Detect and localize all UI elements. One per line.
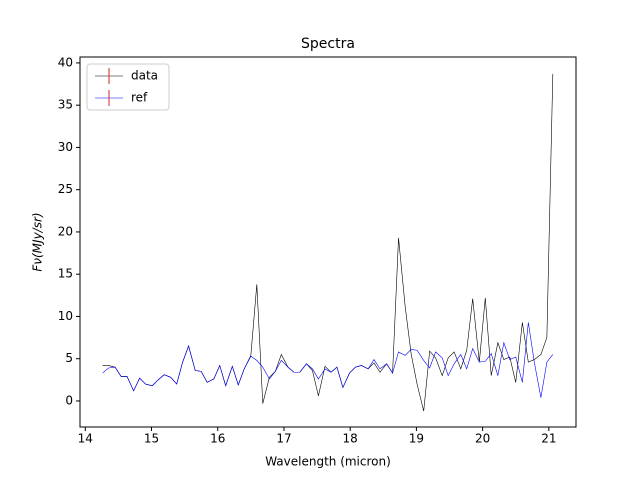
x-tick-label: 21 <box>541 432 556 446</box>
x-tick-label: 17 <box>276 432 291 446</box>
legend-label: ref <box>131 91 148 105</box>
plot-frame <box>79 56 577 428</box>
chart-title: Spectra <box>301 36 355 52</box>
x-tick-label: 20 <box>475 432 490 446</box>
x-tick-label: 15 <box>144 432 159 446</box>
y-tick-label: 25 <box>58 182 73 196</box>
x-tick-label: 18 <box>343 432 358 446</box>
y-tick-label: 15 <box>58 267 73 281</box>
x-tick-label: 16 <box>210 432 225 446</box>
y-tick-label: 10 <box>58 309 73 323</box>
y-tick-label: 20 <box>58 224 73 238</box>
legend-box <box>86 63 170 111</box>
y-tick-label: 0 <box>65 393 73 407</box>
y-axis-label: Fν(MJy/sr) <box>31 212 45 271</box>
series-line <box>102 322 554 398</box>
y-tick-label: 35 <box>58 98 73 112</box>
x-tick-label: 14 <box>78 432 93 446</box>
y-tick-label: 40 <box>58 55 73 69</box>
y-tick-label: 30 <box>58 140 73 154</box>
x-tick-label: 19 <box>409 432 424 446</box>
legend-label: data <box>131 69 158 83</box>
x-axis-label: Wavelength (micron) <box>265 455 391 469</box>
y-tick-label: 5 <box>65 351 73 365</box>
